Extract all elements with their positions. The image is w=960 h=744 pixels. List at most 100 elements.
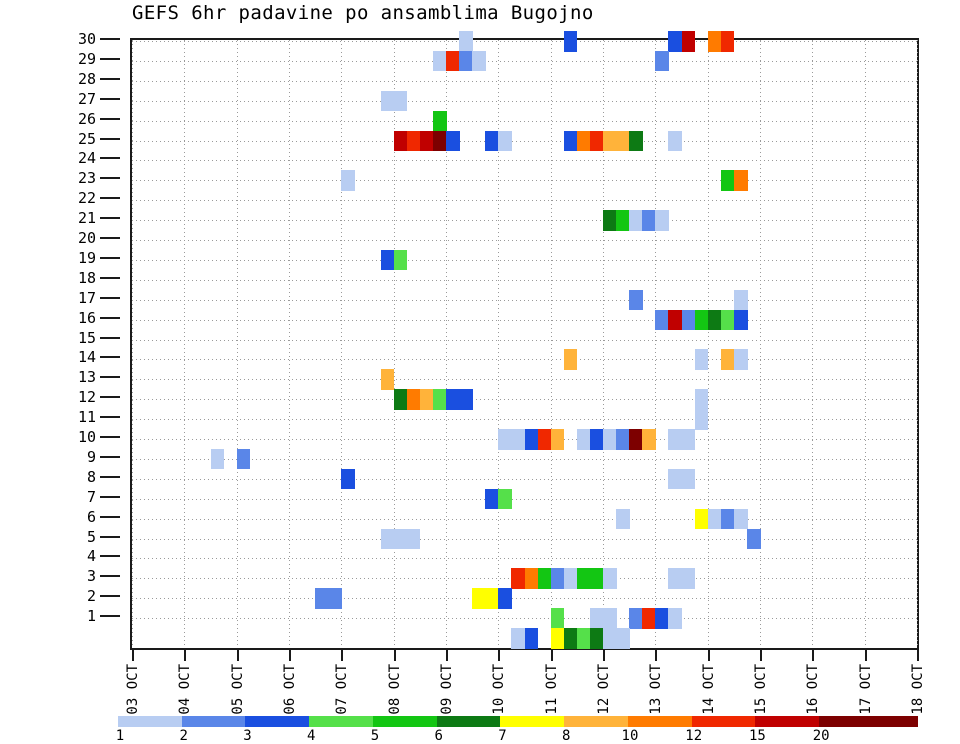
y-axis-tick-label: 21 <box>77 209 96 228</box>
heatmap-cell <box>733 170 748 191</box>
heatmap-cell <box>589 568 604 589</box>
y-axis-tick <box>100 376 120 379</box>
y-axis-tick <box>100 217 120 220</box>
heatmap-cell <box>694 349 709 370</box>
x-axis-tick-label: 16 OCT <box>805 664 822 715</box>
x-axis-tick-label: 10 OCT <box>491 664 508 715</box>
y-axis-tick-label: 2 <box>86 587 96 606</box>
heatmap-cell <box>511 568 526 589</box>
heatmap-cell <box>524 429 539 450</box>
heatmap-cell <box>498 588 512 609</box>
heatmap-cell <box>681 568 696 589</box>
y-axis-tick-label: 19 <box>77 248 96 267</box>
heatmap-cell <box>681 309 696 331</box>
y-axis-tick-label: 8 <box>86 467 96 486</box>
y-axis-tick <box>100 137 120 140</box>
heatmap-cell <box>707 309 722 331</box>
x-axis-tick-label: 05 OCT <box>229 664 246 715</box>
x-axis-tick <box>236 650 239 661</box>
y-axis-tick-label: 3 <box>86 567 96 586</box>
heatmap-cell <box>210 448 225 470</box>
y-axis-tick-label: 28 <box>77 69 96 88</box>
heatmap-cell <box>629 608 643 629</box>
heatmap-cell <box>485 588 499 609</box>
heatmap-cell <box>681 31 696 52</box>
heatmap-cell <box>563 31 578 52</box>
y-axis-tick-label: 30 <box>77 29 96 48</box>
y-axis-tick <box>100 177 120 180</box>
heatmap-cell <box>472 588 486 609</box>
legend-tick-label: 3 <box>243 728 252 744</box>
x-axis-tick <box>132 650 134 661</box>
y-axis-tick <box>100 276 120 279</box>
heatmap-cell <box>629 130 643 152</box>
heatmap-cell <box>720 170 735 191</box>
heatmap-cell <box>576 568 591 589</box>
y-axis-tick <box>100 97 120 100</box>
x-axis-tick-label: 17 OCT <box>857 664 874 715</box>
heatmap-cell <box>393 249 408 271</box>
y-axis-tick <box>100 37 120 40</box>
heatmap-cell <box>524 628 539 649</box>
x-axis: 03 OCT 04 OCT 05 OCT 06 OCT 07 OCT 08 OCT 09 O… <box>125 650 926 715</box>
heatmap-cell <box>720 349 735 370</box>
heatmap-cell <box>576 130 591 152</box>
heatmap-cell <box>720 309 735 331</box>
y-axis-tick <box>100 57 120 60</box>
heatmap-cell <box>629 210 643 231</box>
heatmap-cell <box>315 588 329 609</box>
heatmap-cell <box>341 170 355 191</box>
y-axis-tick <box>100 535 120 538</box>
y-axis-tick-label: 10 <box>77 428 96 447</box>
legend-tick-label: 10 <box>621 728 639 744</box>
legend-swatch <box>564 716 628 727</box>
y-axis-tick-label: 4 <box>86 547 96 566</box>
y-axis-tick-label: 27 <box>77 89 96 108</box>
x-axis-tick-label: 09 OCT <box>439 664 455 715</box>
heatmap-cell <box>616 210 630 231</box>
x-axis-tick <box>550 650 553 661</box>
color-legend: 1 2 3 4 5 6 7 8 10 12 15 20 <box>115 716 918 744</box>
heatmap-cell <box>733 309 748 331</box>
x-axis-tick-label: 06 OCT <box>282 664 298 715</box>
y-axis-tick-label: 26 <box>77 109 96 128</box>
y-axis-tick-label: 20 <box>77 229 96 247</box>
x-axis-tick-label: 11 OCT <box>543 664 560 715</box>
legend-tick-label: 7 <box>498 728 507 744</box>
heatmap-cell <box>563 568 578 589</box>
legend-swatch <box>755 716 820 727</box>
heatmap-cell <box>603 628 617 649</box>
y-axis-tick-label: 17 <box>77 288 96 307</box>
legend-swatch <box>181 716 246 727</box>
heatmap-cell <box>603 568 617 589</box>
heatmap-cell <box>563 349 578 370</box>
y-axis-tick-label: 11 <box>77 408 96 427</box>
heatmap-cell <box>472 50 486 72</box>
legend-swatch <box>627 716 692 727</box>
legend-swatch <box>819 716 918 727</box>
heatmap-cell <box>406 528 421 550</box>
heatmap-cell <box>655 210 669 231</box>
y-axis-tick-label: 9 <box>86 447 96 466</box>
heatmap-cell <box>720 31 735 52</box>
heatmap-cell <box>681 429 696 450</box>
heatmap-cell <box>668 429 683 450</box>
legend-tick-label: 1 <box>115 728 125 744</box>
heatmap-cell <box>380 90 395 112</box>
x-axis-tick-label: 18 OCT <box>910 664 926 715</box>
legend-swatch <box>245 716 310 727</box>
heatmap-cell <box>550 608 565 629</box>
heatmap-cell <box>341 468 355 490</box>
heatmap-cell <box>511 628 526 649</box>
y-axis-tick-label: 14 <box>77 348 96 367</box>
heatmap-cell <box>446 389 460 410</box>
heatmap-cell <box>603 429 617 450</box>
y-axis-tick <box>100 157 120 160</box>
legend-tick-label: 8 <box>561 728 571 744</box>
y-axis-tick <box>100 436 120 439</box>
x-axis-tick <box>655 650 658 661</box>
heatmap-cell <box>563 130 578 152</box>
heatmap-cell <box>537 429 552 450</box>
y-axis-tick <box>100 555 120 558</box>
heatmap-cell <box>668 130 683 152</box>
